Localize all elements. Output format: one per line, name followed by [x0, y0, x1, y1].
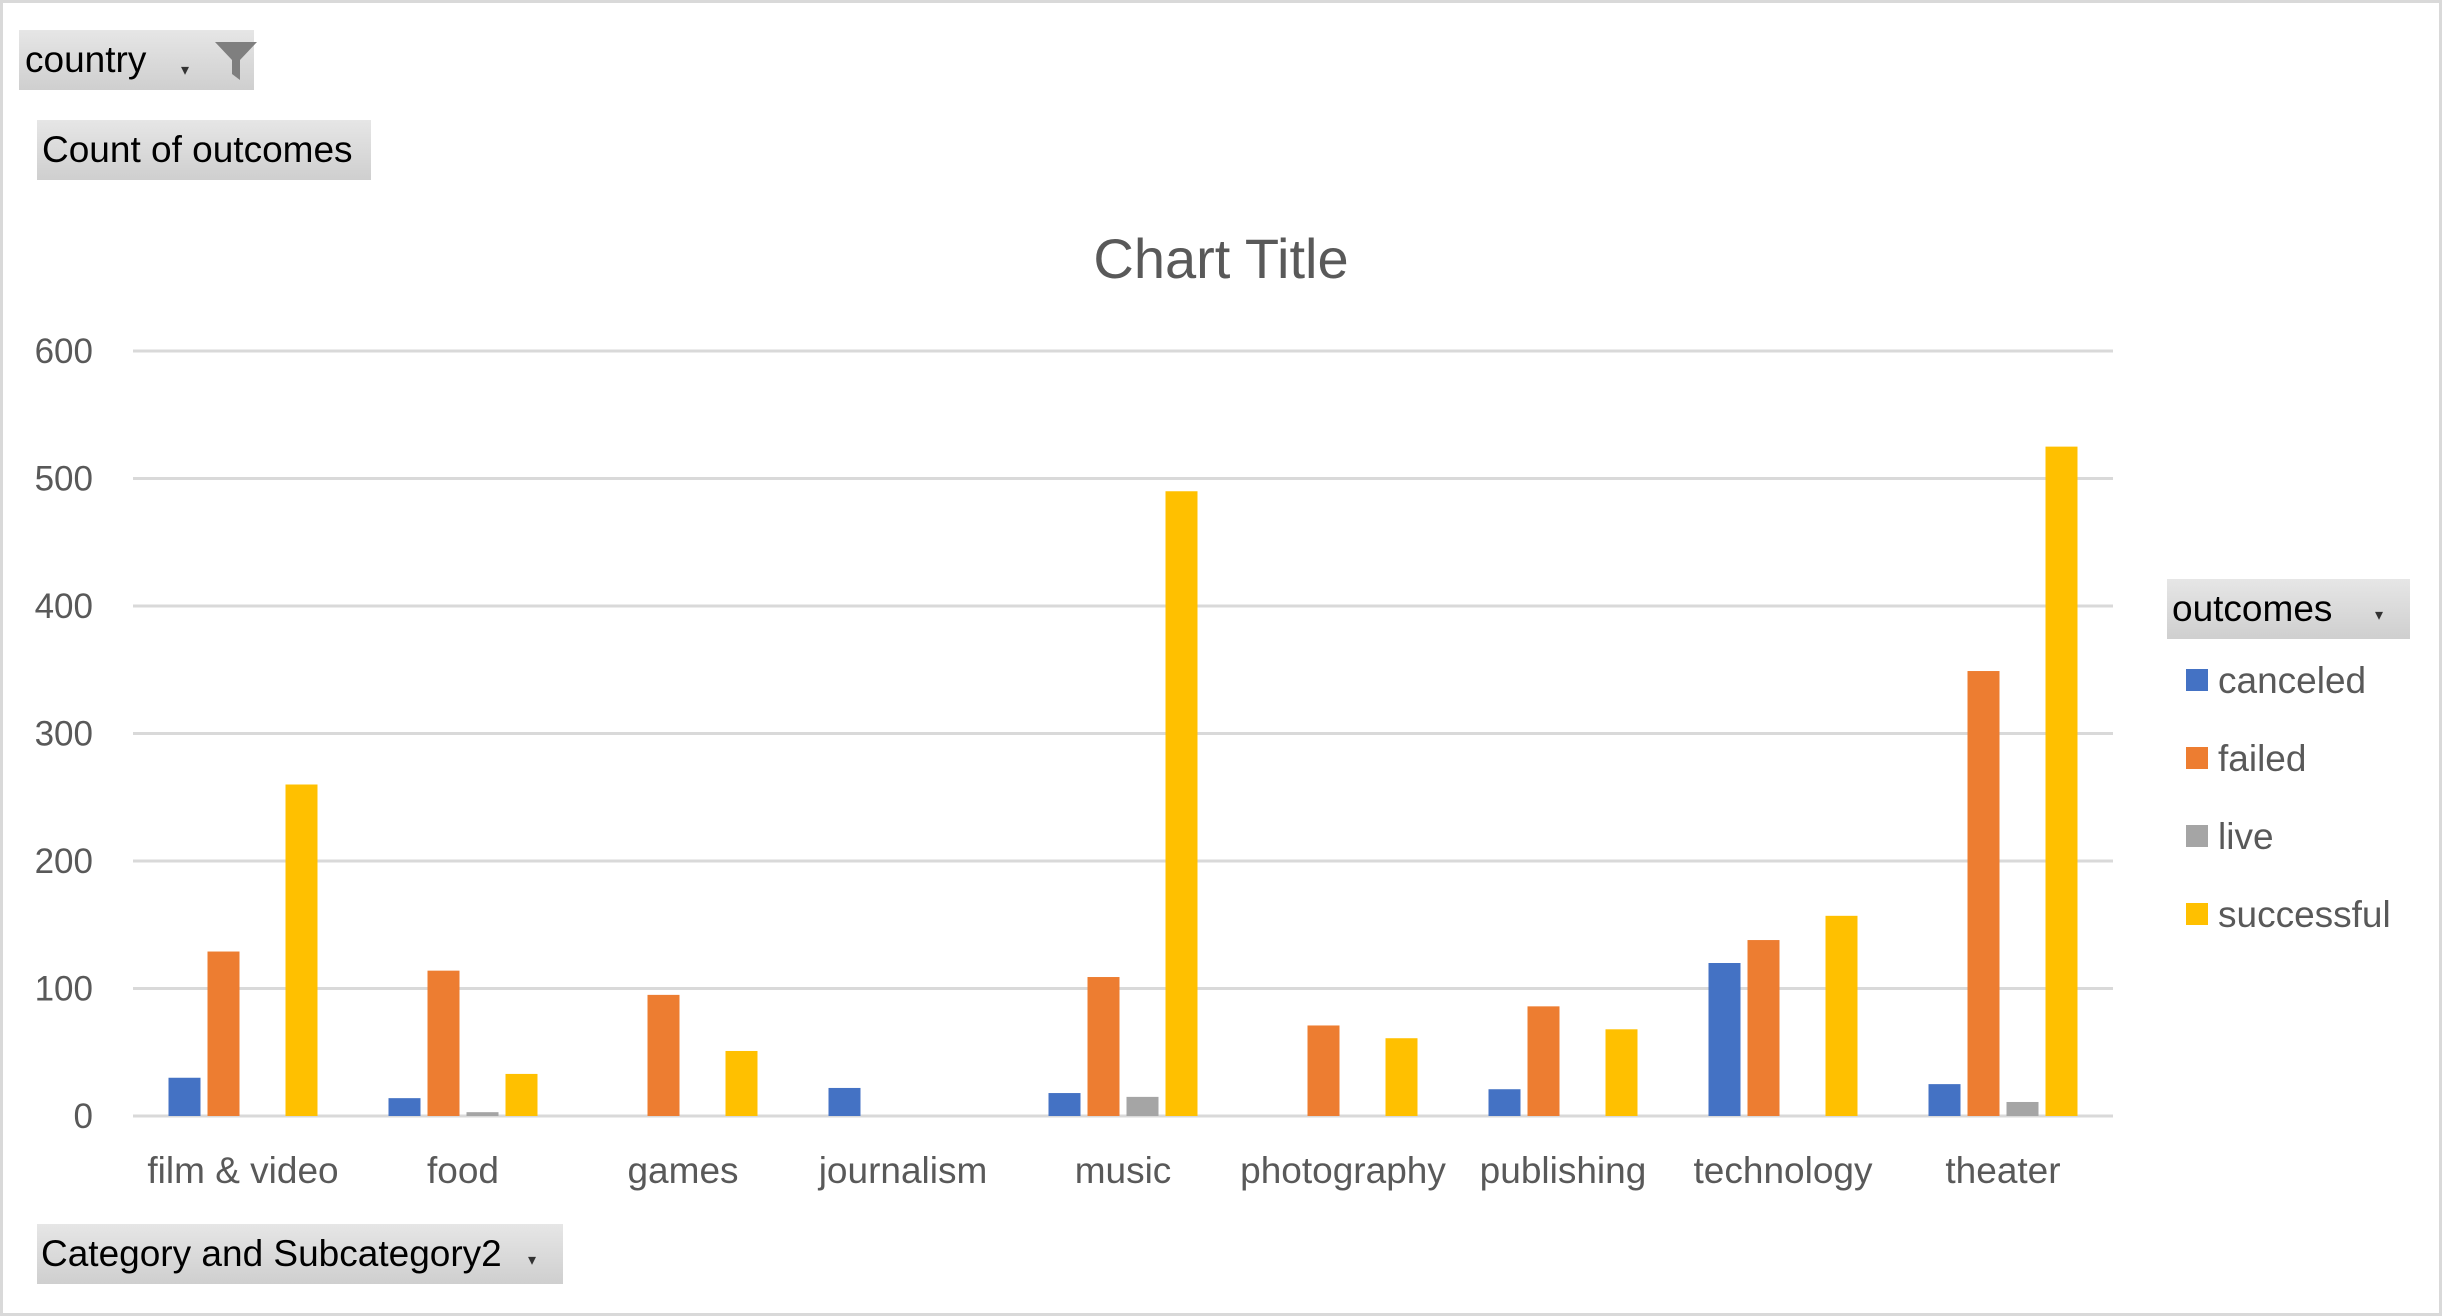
- legend-label-successful: successful: [2218, 894, 2391, 935]
- bar-successful[interactable]: [1385, 1038, 1418, 1116]
- values-field-label: Count of outcomes: [42, 129, 353, 170]
- bar-failed[interactable]: [1307, 1025, 1340, 1116]
- axis-field-label: Category and Subcategory2: [41, 1233, 502, 1274]
- x-tick-label: games: [627, 1150, 738, 1191]
- bar-successful[interactable]: [2045, 446, 2078, 1116]
- x-tick-label: film & video: [147, 1150, 338, 1191]
- bar-successful[interactable]: [1605, 1029, 1638, 1116]
- y-tick-label: 400: [35, 587, 93, 626]
- legend-field-label: outcomes: [2172, 588, 2333, 629]
- legend-swatch-successful: [2186, 903, 2208, 925]
- y-tick-label: 500: [35, 460, 93, 499]
- legend-field-button[interactable]: outcomes ▾: [2167, 579, 2410, 639]
- bar-live[interactable]: [2006, 1101, 2039, 1116]
- legend-label-live: live: [2218, 816, 2274, 857]
- bar-canceled[interactable]: [828, 1087, 861, 1116]
- x-tick-label: photography: [1240, 1150, 1446, 1191]
- bar-live[interactable]: [466, 1112, 499, 1116]
- bar-failed[interactable]: [647, 994, 680, 1116]
- legend-swatch-canceled: [2186, 669, 2208, 691]
- y-tick-label: 100: [35, 970, 93, 1009]
- axis-field-button[interactable]: Category and Subcategory2 ▾: [37, 1224, 563, 1284]
- x-tick-label: publishing: [1480, 1150, 1647, 1191]
- bar-successful[interactable]: [1165, 491, 1198, 1116]
- bar-failed[interactable]: [1747, 940, 1780, 1116]
- bar-canceled[interactable]: [1928, 1084, 1961, 1116]
- y-tick-label: 200: [35, 842, 93, 881]
- x-tick-label: theater: [1945, 1150, 2060, 1191]
- bar-failed[interactable]: [427, 970, 460, 1116]
- legend-label-failed: failed: [2218, 738, 2306, 779]
- x-tick-label: music: [1075, 1150, 1172, 1191]
- x-tick-label: food: [427, 1150, 499, 1191]
- y-tick-label: 0: [74, 1097, 93, 1136]
- dropdown-arrow-icon: ▾: [181, 62, 190, 79]
- x-tick-label: journalism: [818, 1150, 988, 1191]
- bar-failed[interactable]: [1087, 977, 1120, 1116]
- x-tick-label: technology: [1694, 1150, 1873, 1191]
- dropdown-arrow-icon: ▾: [2375, 607, 2384, 624]
- filter-icon[interactable]: [213, 40, 259, 82]
- bar-successful[interactable]: [285, 784, 318, 1117]
- country-filter-button[interactable]: country ▾: [19, 30, 257, 90]
- country-filter-label: country: [25, 39, 147, 80]
- dropdown-arrow-icon: ▾: [528, 1252, 537, 1269]
- legend-swatch-live: [2186, 825, 2208, 847]
- legend-label-canceled: canceled: [2218, 660, 2366, 701]
- legend-swatch-failed: [2186, 747, 2208, 769]
- bar-live[interactable]: [1126, 1096, 1159, 1116]
- chart-title: Chart Title: [1093, 227, 1348, 290]
- y-tick-label: 300: [35, 715, 93, 754]
- bar-successful[interactable]: [1825, 915, 1858, 1116]
- bar-canceled[interactable]: [388, 1098, 421, 1116]
- bar-failed[interactable]: [1967, 671, 2000, 1116]
- bar-canceled[interactable]: [1048, 1093, 1081, 1116]
- bar-successful[interactable]: [725, 1050, 758, 1116]
- values-field-button[interactable]: Count of outcomes: [37, 120, 371, 180]
- y-tick-label: 600: [35, 332, 93, 371]
- bar-canceled[interactable]: [1488, 1089, 1521, 1116]
- bar-failed[interactable]: [207, 951, 240, 1116]
- bar-successful[interactable]: [505, 1073, 538, 1116]
- bar-canceled[interactable]: [1708, 963, 1741, 1116]
- bar-failed[interactable]: [1527, 1006, 1560, 1116]
- bar-canceled[interactable]: [168, 1077, 201, 1116]
